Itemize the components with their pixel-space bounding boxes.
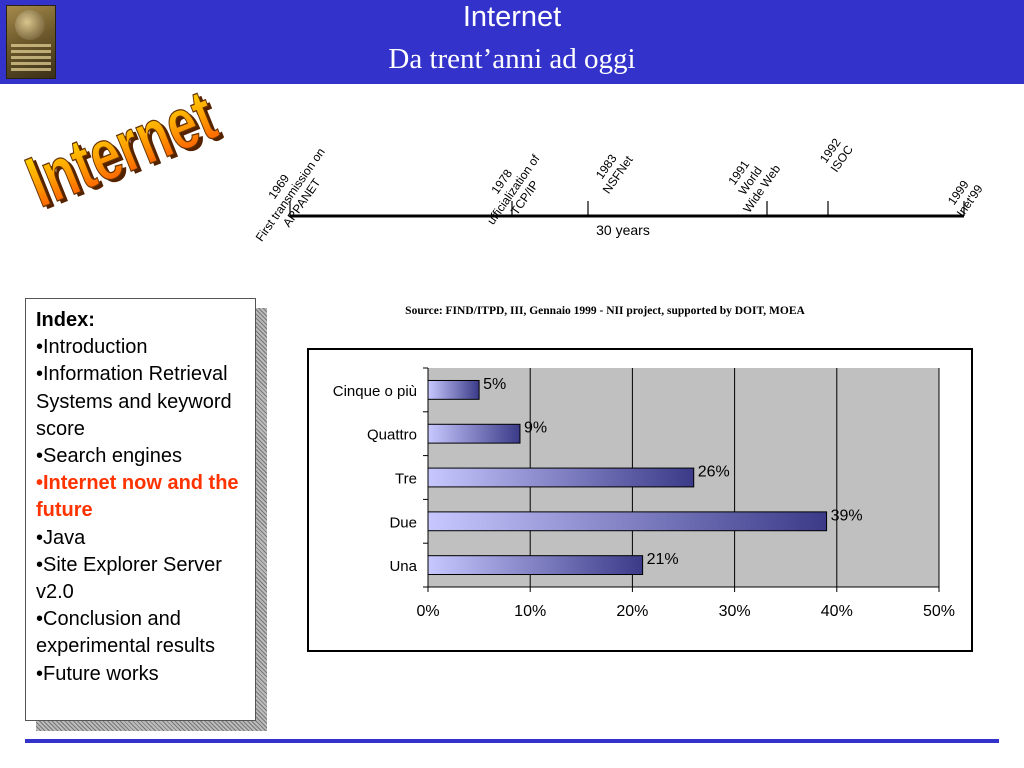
bar — [427, 555, 644, 576]
index-item: •Java — [36, 526, 86, 549]
index-item: •Introduction — [36, 336, 148, 359]
x-tick-label: 20% — [616, 603, 648, 620]
category-label: Cinque o più — [333, 383, 417, 400]
value-label: 9% — [524, 420, 547, 437]
value-label: 26% — [698, 464, 730, 481]
value-label: 39% — [831, 507, 863, 524]
bar — [427, 467, 695, 488]
bar — [427, 379, 480, 400]
bar-chart: 0% 10% 20% 30% 40% 50% Cinque o più 5% Quattro 9%… — [307, 348, 973, 652]
index-item: •Search engines — [36, 445, 182, 468]
index-item: •Site Explorer Server v2.0 — [36, 553, 222, 604]
bar — [427, 511, 828, 532]
slide-subtitle: Da trent’anni ad oggi — [388, 43, 636, 75]
wordart-text: Internet — [20, 88, 227, 223]
x-tick-label: 0% — [416, 603, 439, 620]
university-crest-icon — [6, 5, 56, 79]
x-tick-label: 50% — [923, 603, 955, 620]
slide-title: Internet — [462, 1, 562, 33]
index-item: •Information Retrieval Systems and keywo… — [36, 363, 232, 440]
x-tick-label: 30% — [719, 603, 751, 620]
index-item: •Future works — [36, 662, 159, 685]
index-box: Index: •Introduction •Information Retriev… — [25, 298, 256, 721]
x-tick-label: 10% — [514, 603, 546, 620]
value-label: 21% — [647, 551, 679, 568]
index-item: •Internet now and the future — [36, 472, 239, 522]
index-item: •Conclusion and experimental results — [36, 608, 215, 658]
x-tick-label: 40% — [821, 603, 853, 620]
category-label: Quattro — [367, 427, 417, 444]
header-bar: Internet Da trent’anni ad oggi — [0, 0, 1024, 84]
internet-wordart: Internet Internet — [20, 88, 230, 225]
category-label: Tre — [395, 471, 417, 488]
timeline-span-label: 30 years — [596, 222, 650, 238]
category-label: Una — [389, 558, 417, 575]
category-label: Due — [389, 514, 417, 531]
bottom-divider — [25, 739, 999, 743]
value-label: 5% — [483, 376, 506, 393]
index-heading: Index: — [36, 309, 95, 331]
chart-source-note: Source: FIND/ITPD, III, Gennaio 1999 - N… — [405, 305, 805, 317]
bar — [427, 423, 521, 444]
